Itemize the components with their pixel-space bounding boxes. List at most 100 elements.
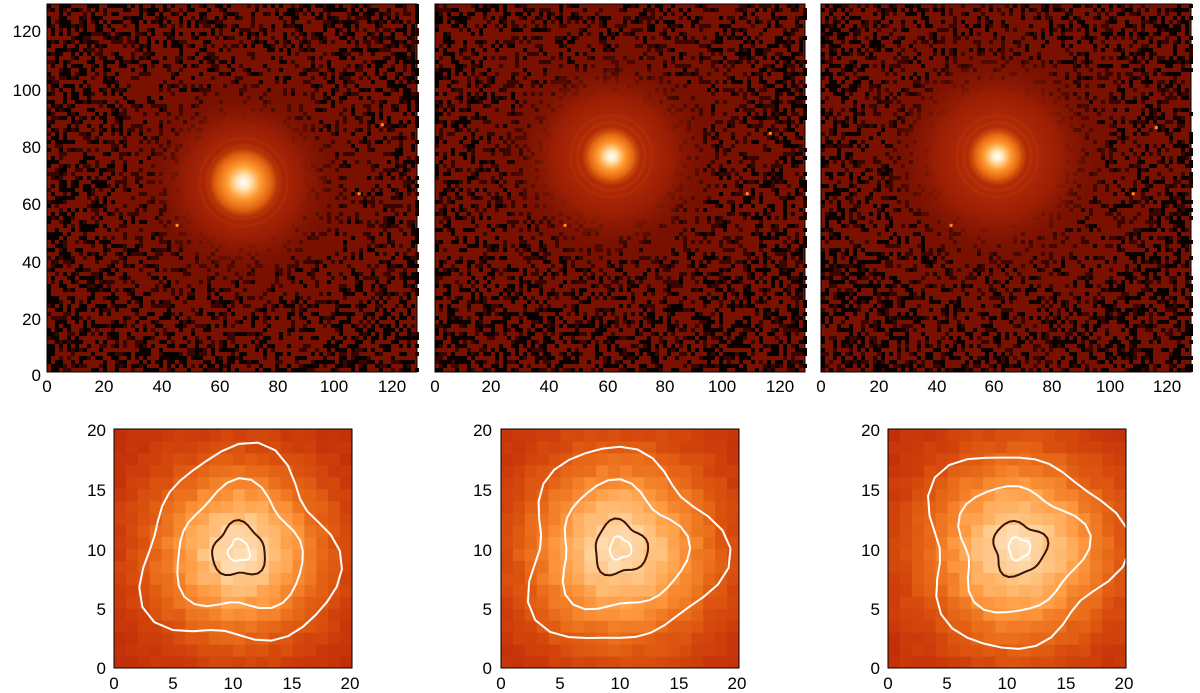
speckle bbox=[243, 288, 247, 292]
speckle bbox=[395, 336, 399, 340]
speckle bbox=[599, 20, 603, 24]
speckle bbox=[751, 168, 755, 172]
speckle bbox=[435, 68, 439, 72]
speckle bbox=[435, 92, 439, 96]
speckle bbox=[203, 348, 207, 352]
speckle bbox=[667, 48, 671, 52]
speckle bbox=[739, 192, 743, 196]
speckle bbox=[103, 208, 107, 212]
speckle bbox=[75, 248, 79, 252]
speckle bbox=[731, 76, 735, 80]
speckle bbox=[83, 36, 87, 40]
speckle bbox=[671, 20, 675, 24]
speckle bbox=[63, 140, 67, 144]
speckle bbox=[99, 280, 103, 284]
speckle bbox=[95, 44, 99, 48]
speckle bbox=[411, 136, 415, 140]
speckle bbox=[779, 196, 783, 200]
speckle bbox=[523, 36, 527, 40]
speckle bbox=[183, 336, 187, 340]
speckle bbox=[131, 40, 135, 44]
speckle bbox=[83, 332, 87, 336]
speckle bbox=[399, 164, 403, 168]
speckle bbox=[479, 28, 483, 32]
speckle bbox=[67, 68, 71, 72]
speckle bbox=[319, 72, 323, 76]
speckle bbox=[311, 352, 315, 356]
speckle bbox=[139, 104, 143, 108]
speckle bbox=[795, 192, 799, 196]
speckle bbox=[351, 364, 355, 368]
speckle bbox=[791, 4, 795, 8]
speckle bbox=[91, 20, 95, 24]
speckle bbox=[159, 12, 163, 16]
speckle bbox=[327, 96, 331, 100]
speckle bbox=[103, 44, 107, 48]
speckle bbox=[91, 368, 95, 372]
speckle bbox=[343, 288, 347, 292]
speckle bbox=[683, 12, 687, 16]
speckle bbox=[515, 220, 519, 224]
speckle bbox=[51, 156, 55, 160]
speckle bbox=[343, 352, 347, 356]
speckle bbox=[459, 12, 463, 16]
speckle bbox=[787, 60, 791, 64]
speckle bbox=[503, 56, 507, 60]
speckle bbox=[111, 244, 115, 248]
speckle bbox=[495, 124, 499, 128]
speckle bbox=[119, 120, 123, 124]
speckle bbox=[487, 84, 491, 88]
speckle bbox=[567, 48, 571, 52]
speckle bbox=[571, 16, 575, 20]
speckle bbox=[375, 336, 379, 340]
speckle bbox=[391, 176, 395, 180]
speckle bbox=[791, 128, 795, 132]
speckle bbox=[643, 8, 647, 12]
speckle bbox=[715, 68, 719, 72]
speckle bbox=[395, 192, 399, 196]
speckle bbox=[675, 24, 679, 28]
speckle bbox=[391, 264, 395, 268]
speckle bbox=[163, 268, 167, 272]
speckle bbox=[79, 264, 83, 268]
speckle bbox=[747, 40, 751, 44]
speckle bbox=[223, 288, 227, 292]
speckle bbox=[727, 60, 731, 64]
speckle bbox=[527, 40, 531, 44]
speckle bbox=[751, 172, 755, 176]
speckle bbox=[299, 24, 303, 28]
speckle bbox=[703, 80, 707, 84]
speckle bbox=[131, 100, 135, 104]
speckle bbox=[339, 328, 343, 332]
speckle bbox=[163, 8, 167, 12]
speckle bbox=[495, 96, 499, 100]
speckle bbox=[343, 296, 347, 300]
speckle bbox=[327, 320, 331, 324]
speckle bbox=[231, 44, 235, 48]
speckle bbox=[367, 112, 371, 116]
speckle bbox=[107, 24, 111, 28]
speckle bbox=[223, 72, 227, 76]
speckle bbox=[151, 336, 155, 340]
speckle bbox=[175, 364, 179, 368]
speckle bbox=[795, 132, 799, 136]
speckle bbox=[335, 84, 339, 88]
speckle bbox=[127, 288, 131, 292]
speckle bbox=[447, 20, 451, 24]
speckle bbox=[603, 40, 607, 44]
speckle bbox=[219, 344, 223, 348]
speckle bbox=[379, 352, 383, 356]
speckle bbox=[483, 84, 487, 88]
speckle bbox=[139, 352, 143, 356]
speckle bbox=[751, 4, 755, 8]
speckle bbox=[503, 188, 507, 192]
speckle bbox=[439, 120, 443, 124]
speckle bbox=[751, 204, 755, 208]
speckle bbox=[103, 92, 107, 96]
speckle bbox=[675, 252, 679, 256]
speckle bbox=[107, 336, 111, 340]
speckle bbox=[799, 244, 803, 248]
speckle bbox=[463, 240, 467, 244]
speckle bbox=[155, 40, 159, 44]
speckle bbox=[83, 348, 87, 352]
